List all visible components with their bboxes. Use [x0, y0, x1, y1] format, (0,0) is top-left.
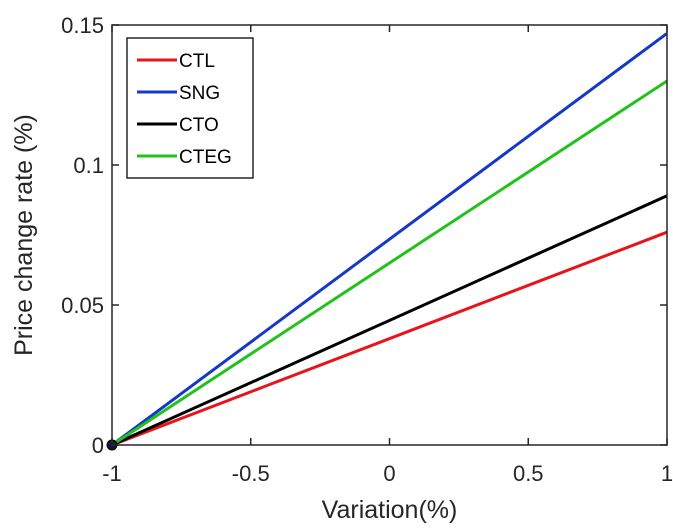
x-tick-label: -0.5 — [232, 461, 270, 486]
y-tick-label: 0.1 — [73, 153, 104, 178]
axes: -1 -0.5 0 0.5 1 0 0.05 0.1 0.15 — [61, 13, 673, 486]
legend-label-cto: CTO — [179, 115, 219, 136]
x-axis-title: Variation(%) — [322, 496, 458, 524]
legend-label-cteg: CTEG — [179, 147, 232, 168]
legend-label-sng: SNG — [179, 83, 220, 104]
x-tick-label: -1 — [102, 461, 122, 486]
y-tick-label: 0.15 — [61, 13, 104, 38]
series-line-cteg — [111, 79, 668, 447]
y-axis-title: Price change rate (%) — [10, 114, 38, 356]
x-tick-label: 0.5 — [513, 461, 544, 486]
y-tick-label: 0 — [92, 433, 104, 458]
legend-label-ctl: CTL — [179, 51, 215, 72]
y-tick-label: 0.05 — [61, 293, 104, 318]
legend: CTL SNG CTO CTEG — [126, 37, 254, 179]
x-tick-label: 0 — [383, 461, 395, 486]
x-tick-label: 1 — [661, 461, 673, 486]
series-line-cto — [111, 194, 668, 447]
series-line-ctl — [111, 230, 668, 447]
series-line-sng — [111, 32, 668, 447]
plot-area — [106, 32, 668, 451]
